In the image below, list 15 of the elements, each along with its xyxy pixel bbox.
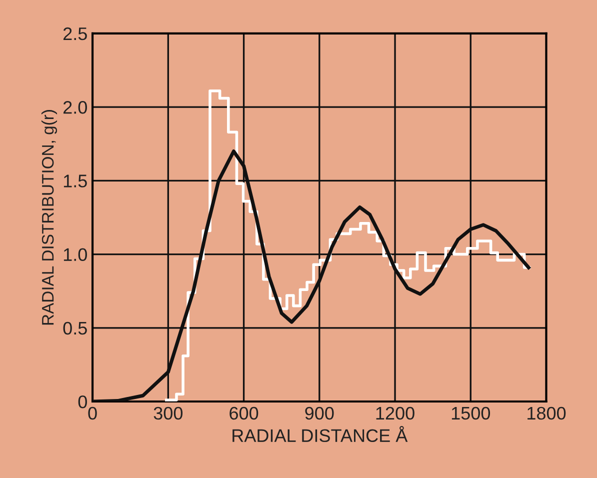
- x-tick-label: 1200: [376, 406, 414, 420]
- x-tick-label: 1800: [528, 406, 566, 420]
- y-tick-label: 2.0: [63, 101, 87, 114]
- x-tick-label: 900: [305, 406, 334, 420]
- x-tick-label: 600: [230, 406, 258, 420]
- x-axis-title: RADIAL DISTANCE Å: [232, 426, 408, 442]
- x-tick-label: 0: [88, 406, 97, 420]
- y-tick-label: 0: [78, 395, 87, 408]
- y-tick-label: 1.0: [64, 248, 87, 262]
- y-tick-label: 2.5: [63, 27, 87, 40]
- x-tick-label: 300: [154, 406, 183, 420]
- y-axis-title: RADIAL DISTRIBUTION, g(r): [41, 110, 58, 325]
- y-tick-label: 0.5: [63, 322, 87, 335]
- y-tick-label: 1.5: [64, 174, 87, 188]
- x-tick-label: 1500: [452, 406, 490, 420]
